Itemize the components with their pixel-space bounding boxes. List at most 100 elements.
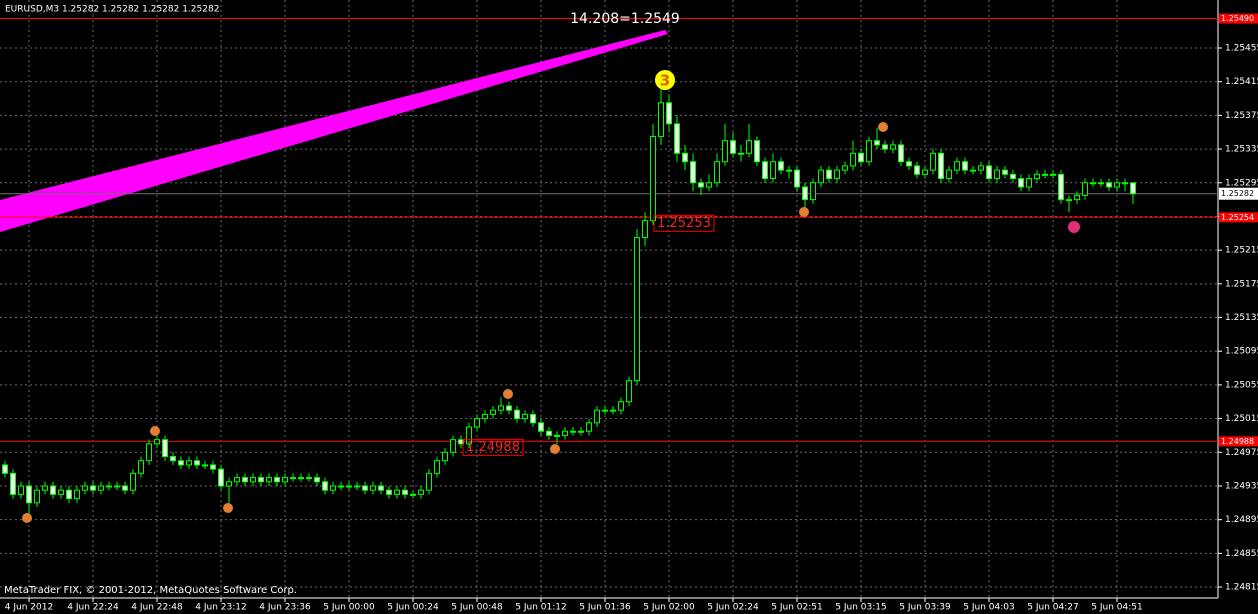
candle-body <box>354 485 360 488</box>
candle-body <box>538 422 544 432</box>
level-tag <box>1219 13 1258 24</box>
y-tick-label: 1.24935 <box>1225 481 1258 491</box>
candle-body <box>18 485 24 495</box>
candle-body <box>554 434 560 437</box>
candle-body <box>1090 182 1096 185</box>
candle-body <box>962 161 968 171</box>
level-note: 1.25253 <box>657 216 711 231</box>
candle-body <box>1050 173 1056 176</box>
candle-body <box>386 489 392 495</box>
fractal <box>550 444 560 454</box>
candle-body <box>842 165 848 171</box>
candle-body <box>546 430 552 436</box>
candle-body <box>50 485 56 495</box>
candle-body <box>1042 173 1048 176</box>
candle-body <box>522 413 528 420</box>
candle-body <box>1098 182 1104 185</box>
candle-body <box>626 380 632 403</box>
grid <box>0 0 1218 598</box>
candle-body <box>26 485 32 504</box>
candle-body <box>858 152 864 163</box>
candle-body <box>66 489 72 500</box>
candle-body <box>1034 173 1040 180</box>
price-tag <box>1219 187 1258 200</box>
y-tick-label: 1.25015 <box>1225 414 1258 424</box>
candle-body <box>1082 182 1088 196</box>
candle-body <box>418 489 424 495</box>
candle-body <box>282 477 288 483</box>
x-tick-label: 5 Jun 03:39 <box>899 603 951 613</box>
candle-body <box>514 409 520 420</box>
candle-body <box>482 413 488 420</box>
x-tick-label: 5 Jun 02:24 <box>707 603 759 613</box>
candle-body <box>42 485 48 491</box>
candle-body <box>634 237 640 382</box>
candle-body <box>250 477 256 483</box>
candle-body <box>138 460 144 474</box>
candle-body <box>722 140 728 163</box>
candle-body <box>866 140 872 163</box>
candle-body <box>898 144 904 163</box>
fractal <box>799 207 809 217</box>
candle-body <box>658 102 664 137</box>
candle-body <box>890 144 896 150</box>
y-tick-label: 1.24815 <box>1225 583 1258 593</box>
candle-body <box>314 477 320 483</box>
candle-body <box>258 477 264 483</box>
candle-body <box>170 456 176 462</box>
candle-body <box>442 451 448 462</box>
candle-body <box>754 140 760 163</box>
y-tick-label: 1.25295 <box>1225 178 1258 188</box>
candle-body <box>706 182 712 188</box>
candle-body <box>802 186 808 201</box>
candle-body <box>906 161 912 167</box>
candle-body <box>474 418 480 428</box>
candle-body <box>114 485 120 488</box>
candle-body <box>202 464 208 467</box>
price-tag-label: 1.25282 <box>1221 189 1254 198</box>
level-tag <box>1219 212 1258 223</box>
candle-body <box>610 409 616 412</box>
candle-body <box>642 220 648 239</box>
candle-body <box>690 161 696 184</box>
candle-body <box>450 439 456 453</box>
candle-body <box>74 489 80 500</box>
candle-body <box>234 477 240 483</box>
candle-body <box>786 169 792 172</box>
fractal <box>878 122 888 132</box>
x-tick-label: 4 Jun 2012 <box>5 603 53 613</box>
candle-body <box>322 481 328 491</box>
candle-body <box>34 489 40 504</box>
x-tick-label: 4 Jun 22:48 <box>131 603 183 613</box>
candle-body <box>426 472 432 491</box>
y-tick-label: 1.25375 <box>1225 111 1258 121</box>
y-tick-label: 1.25415 <box>1225 77 1258 87</box>
candle-body <box>98 485 104 491</box>
chart-subtitle: 14.208=1.2549 <box>570 11 680 27</box>
fractal <box>150 426 160 436</box>
candle-body <box>370 485 376 491</box>
candle-body <box>946 169 952 180</box>
candle-body <box>1106 182 1112 188</box>
x-tick-label: 5 Jun 01:36 <box>579 603 631 613</box>
candle-body <box>434 460 440 474</box>
candle-body <box>914 165 920 175</box>
candle-body <box>586 422 592 432</box>
x-tick-label: 5 Jun 00:24 <box>387 603 439 613</box>
candle-body <box>194 460 200 466</box>
y-tick-label: 1.25095 <box>1225 347 1258 357</box>
candle-body <box>226 481 232 487</box>
candle-body <box>986 165 992 180</box>
candle-body <box>530 413 536 424</box>
candles <box>2 85 1136 516</box>
candle-body <box>178 460 184 466</box>
fractal <box>22 513 32 523</box>
candle-body <box>162 439 168 458</box>
plot-background <box>0 0 1218 598</box>
candle-body <box>874 140 880 146</box>
candle-body <box>1114 182 1120 188</box>
x-tick-label: 5 Jun 03:15 <box>835 603 886 613</box>
candle-body <box>362 485 368 491</box>
candle-body <box>330 485 336 491</box>
candle-body <box>746 140 752 154</box>
